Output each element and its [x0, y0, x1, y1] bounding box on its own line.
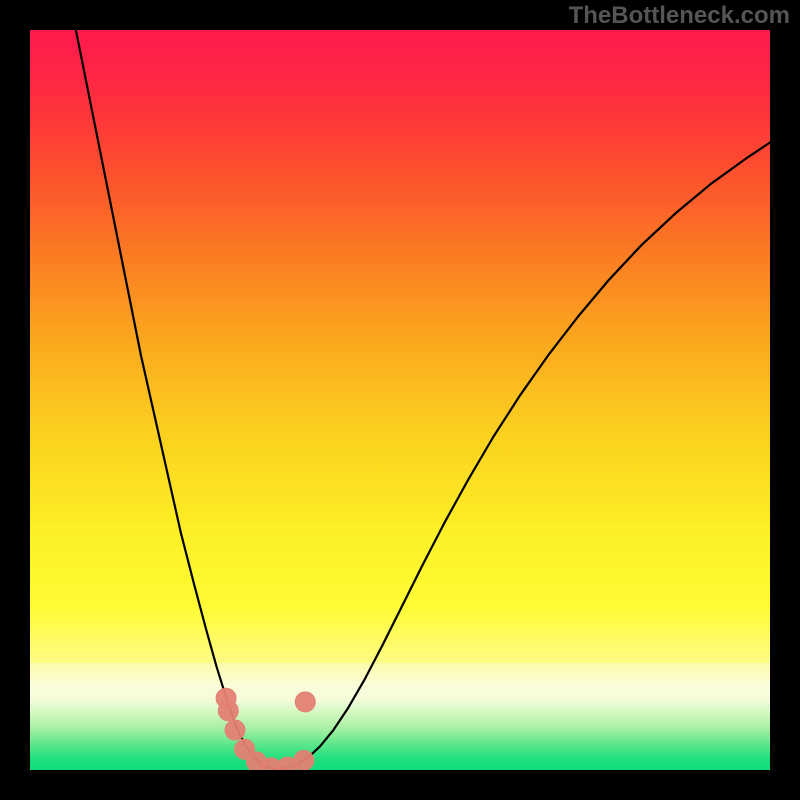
plot-area [30, 30, 770, 770]
chart-overlay [30, 30, 770, 770]
watermark-text: TheBottleneck.com [569, 2, 790, 30]
data-marker [294, 750, 314, 770]
data-marker [225, 720, 245, 740]
marker-group [216, 688, 315, 770]
data-marker [295, 692, 315, 712]
data-marker [218, 701, 238, 721]
bottleneck-curve [76, 30, 770, 769]
chart-frame: TheBottleneck.com [0, 0, 800, 800]
